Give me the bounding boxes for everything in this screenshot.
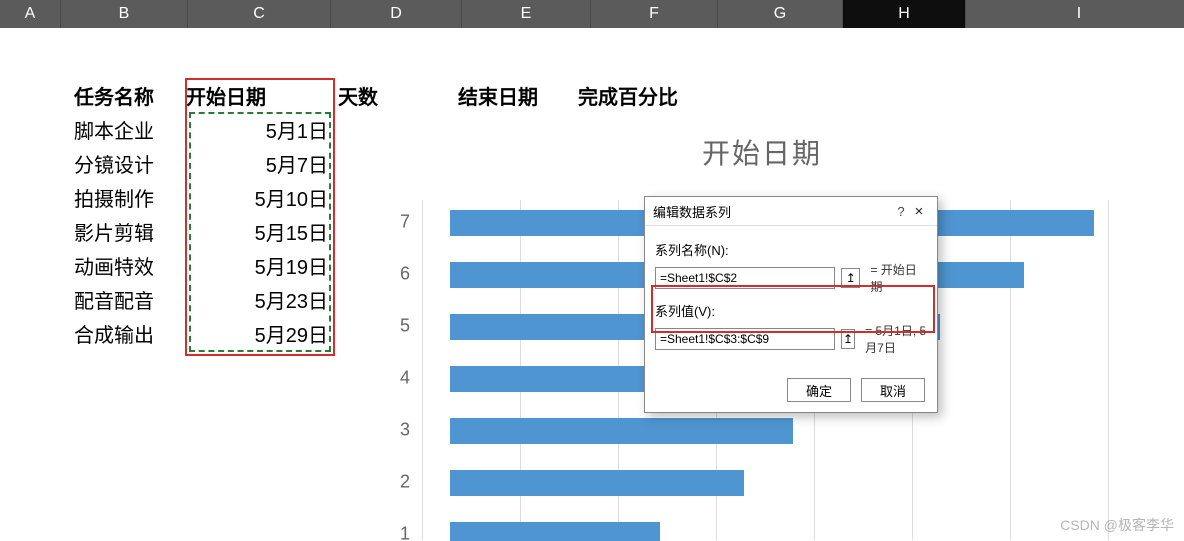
chart-bar[interactable]	[450, 418, 793, 444]
dialog-title: 编辑数据系列	[653, 202, 893, 221]
col-header-B[interactable]: B	[61, 0, 188, 28]
help-icon[interactable]: ?	[893, 204, 909, 219]
col-header-I[interactable]: I	[966, 0, 1184, 28]
col-header-G[interactable]: G	[718, 0, 843, 28]
col-header-C[interactable]: C	[188, 0, 331, 28]
cell-name: 合成输出	[74, 319, 186, 348]
cell-name: 分镜设计	[74, 149, 186, 178]
cell-start: 5月7日	[186, 149, 334, 178]
hdr-pct: 完成百分比	[578, 81, 718, 110]
chart-bar[interactable]	[450, 470, 744, 496]
close-icon[interactable]: ×	[909, 203, 929, 220]
hdr-days: 天数	[334, 81, 458, 110]
hdr-name: 任务名称	[74, 81, 186, 110]
series-values-label: 系列值(V):	[655, 301, 927, 320]
hdr-start: 开始日期	[186, 81, 334, 110]
watermark: CSDN @极客李华	[1060, 515, 1174, 535]
cell-name: 脚本企业	[74, 115, 186, 144]
y-axis-label: 2	[400, 472, 410, 493]
dialog-titlebar[interactable]: 编辑数据系列 ? ×	[645, 197, 937, 226]
cell-name: 动画特效	[74, 251, 186, 280]
gridline	[422, 200, 423, 540]
ok-button[interactable]: 确定	[787, 378, 851, 402]
y-axis-label: 7	[400, 212, 410, 233]
col-header-F[interactable]: F	[591, 0, 718, 28]
table-header-row: 任务名称 开始日期 天数 结束日期 完成百分比	[74, 78, 718, 112]
edit-series-dialog[interactable]: 编辑数据系列 ? × 系列名称(N): ↥ = 开始日期 系列值(V): ↥ =…	[644, 196, 938, 413]
gridline	[1010, 200, 1011, 540]
cell-start: 5月15日	[186, 217, 334, 246]
series-name-input[interactable]	[655, 267, 835, 289]
y-axis-label: 3	[400, 420, 410, 441]
chart-title: 开始日期	[382, 132, 1142, 172]
range-picker-icon[interactable]: ↥	[841, 268, 860, 288]
cell-start: 5月1日	[186, 115, 334, 144]
series-name-label: 系列名称(N):	[655, 240, 927, 259]
cancel-button[interactable]: 取消	[861, 378, 925, 402]
series-name-hint: = 开始日期	[870, 261, 927, 295]
series-values-input[interactable]	[655, 328, 835, 350]
y-axis-label: 5	[400, 316, 410, 337]
range-picker-icon[interactable]: ↥	[841, 329, 855, 349]
y-axis-label: 1	[400, 524, 410, 541]
cell-start: 5月19日	[186, 251, 334, 280]
col-header-E[interactable]: E	[462, 0, 591, 28]
cell-name: 影片剪辑	[74, 217, 186, 246]
series-values-hint: = 5月1日, 5月7日	[865, 322, 927, 356]
col-header-H[interactable]: H	[843, 0, 966, 28]
gridline	[1108, 200, 1109, 540]
cell-start: 5月10日	[186, 183, 334, 212]
cell-start: 5月29日	[186, 319, 334, 348]
column-header-row: ABCDEFGHI	[0, 0, 1184, 28]
y-axis-label: 4	[400, 368, 410, 389]
cell-name: 配音配音	[74, 285, 186, 314]
y-axis-label: 6	[400, 264, 410, 285]
cell-start: 5月23日	[186, 285, 334, 314]
hdr-end: 结束日期	[458, 81, 578, 110]
col-header-A[interactable]: A	[0, 0, 61, 28]
chart-bar[interactable]	[450, 522, 660, 541]
cell-name: 拍摄制作	[74, 183, 186, 212]
col-header-D[interactable]: D	[331, 0, 462, 28]
